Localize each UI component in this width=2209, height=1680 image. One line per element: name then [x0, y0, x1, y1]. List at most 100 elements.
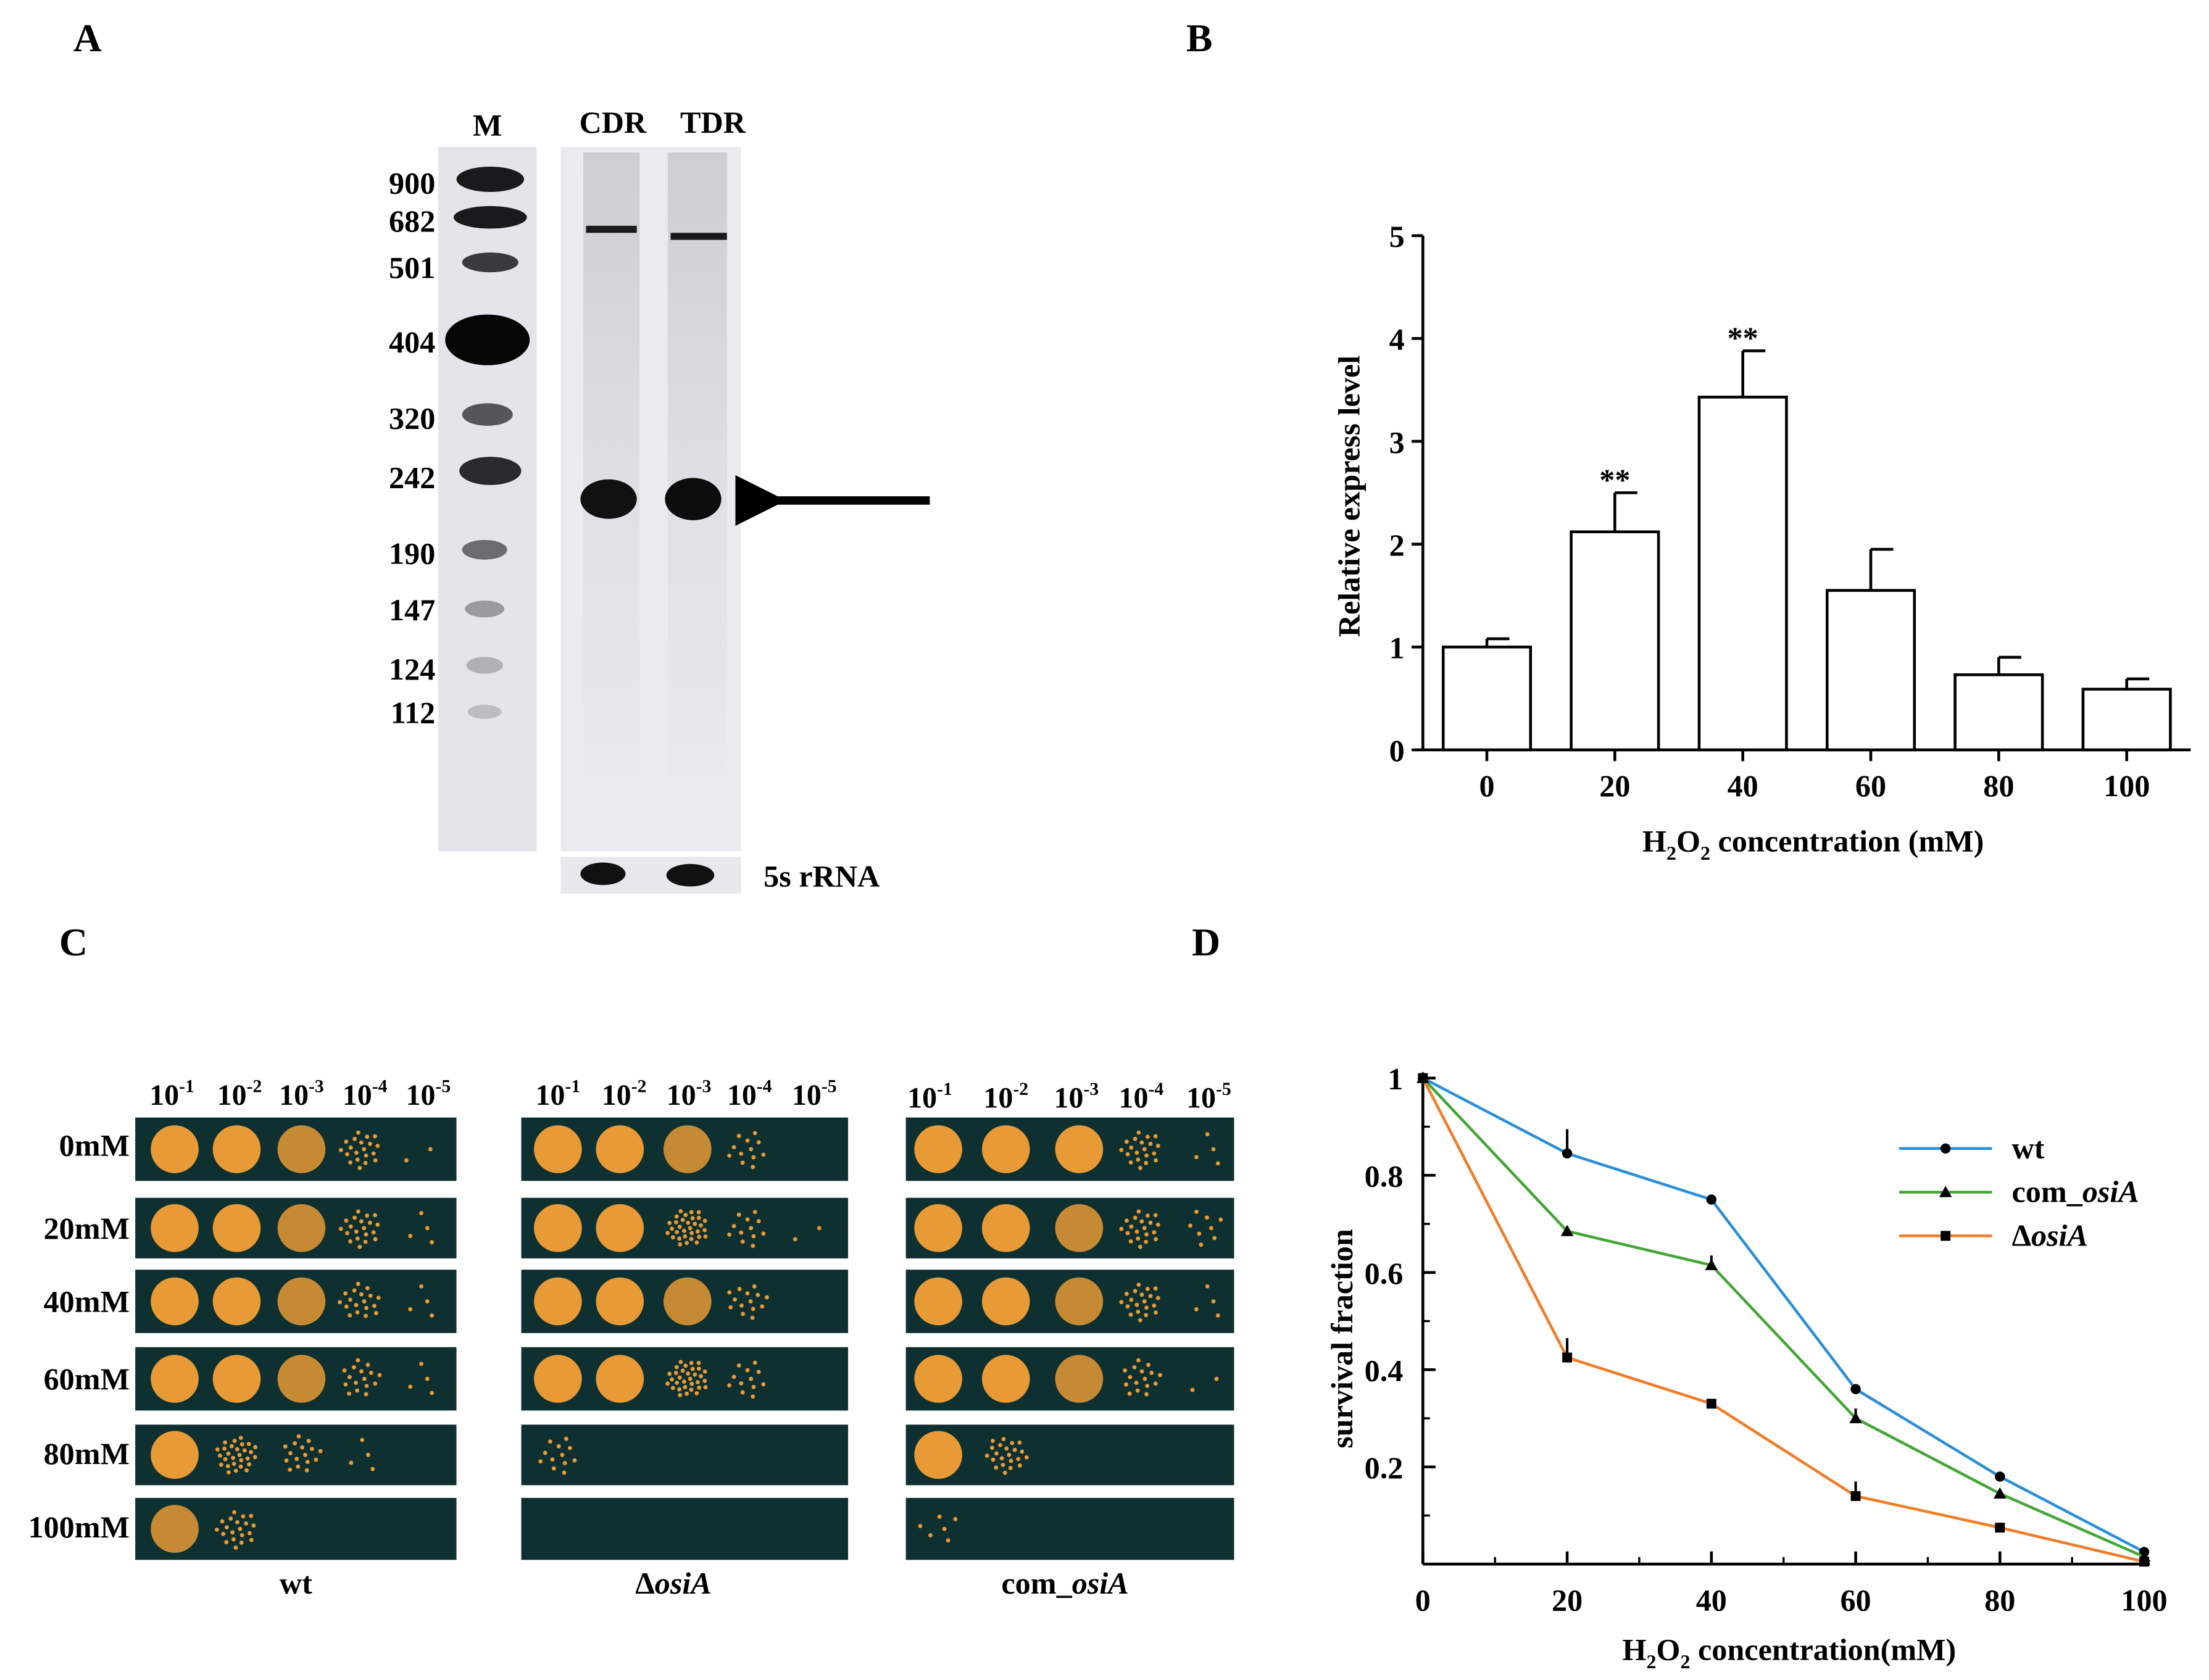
colony-spot [981, 1125, 1030, 1173]
colony [1205, 1215, 1209, 1220]
concentration-labels: 0mM 20mM 40mM 60mM 80mM 100mM [28, 1128, 130, 1544]
y-tick-label: 1 [1387, 1062, 1403, 1096]
colony [231, 1462, 236, 1466]
colony [918, 1524, 923, 1528]
colony [233, 1468, 238, 1473]
colony [670, 1377, 675, 1382]
colony [1148, 1220, 1153, 1225]
colony [1119, 1147, 1124, 1152]
colony [1148, 1141, 1153, 1146]
colony [551, 1466, 556, 1471]
panel-a: A M CDR [73, 16, 930, 894]
loading-control-label: 5s rRNA [763, 859, 880, 893]
colony [251, 1523, 256, 1528]
colony [344, 1218, 349, 1223]
colony [745, 1217, 750, 1222]
colony [348, 1224, 353, 1229]
concentration-label: 40mM [44, 1284, 130, 1319]
colony [1205, 1284, 1210, 1289]
colony [239, 1458, 244, 1463]
colony [239, 1532, 244, 1537]
colony [338, 1147, 343, 1152]
colony [344, 1139, 349, 1144]
colony [736, 1212, 741, 1217]
colony [680, 1368, 685, 1373]
colony [249, 1537, 254, 1542]
colony [946, 1538, 951, 1543]
colony [239, 1442, 244, 1447]
colony [359, 1140, 364, 1145]
colony [674, 1365, 679, 1370]
colony [678, 1393, 683, 1397]
colony [547, 1439, 552, 1444]
colony [728, 1305, 733, 1310]
colony [752, 1210, 757, 1215]
chart-d-xlabel: H2O2 concentration(mM) [1622, 1632, 1956, 1673]
colony [994, 1465, 999, 1470]
colony [362, 1376, 367, 1381]
colony [694, 1240, 699, 1245]
concentration-label: 60mM [44, 1362, 130, 1396]
colony [364, 1305, 368, 1310]
colony [1155, 1144, 1160, 1148]
colony [1153, 1381, 1158, 1386]
colony [345, 1152, 349, 1157]
colony [1154, 1310, 1159, 1315]
colony [665, 1381, 670, 1386]
colony-spot [914, 1277, 962, 1326]
colony [223, 1457, 228, 1462]
colony [953, 1516, 958, 1521]
colony [1136, 1157, 1141, 1162]
colony [359, 1369, 364, 1374]
dilution-headers-com: 10-1 10-2 10-3 10-4 10-5 [907, 1079, 1231, 1115]
colony [1142, 1226, 1147, 1231]
colony [727, 1232, 732, 1237]
colony [352, 1365, 356, 1370]
colony [1218, 1217, 1223, 1222]
colony [817, 1226, 822, 1231]
colony [220, 1519, 225, 1524]
concentration-label: 0mM [59, 1128, 130, 1162]
colony [1154, 1237, 1159, 1242]
colony [1155, 1295, 1160, 1300]
colony [689, 1210, 694, 1215]
colony [1134, 1302, 1139, 1307]
colony [305, 1460, 310, 1465]
colony [1144, 1239, 1149, 1244]
colony-spot [534, 1204, 582, 1252]
colony [678, 1209, 683, 1213]
colony [1145, 1213, 1150, 1218]
colony [739, 1230, 744, 1235]
colony [1123, 1368, 1128, 1373]
strain-label-wt: wt [280, 1566, 312, 1600]
colony-spot [596, 1125, 644, 1173]
colony [375, 1222, 380, 1227]
colony-spot [277, 1277, 326, 1326]
colony [1209, 1226, 1213, 1231]
colony [683, 1234, 688, 1239]
colony-spot [151, 1204, 199, 1252]
colony [338, 1300, 343, 1305]
colony-spot [277, 1125, 326, 1173]
bar [1441, 646, 1533, 752]
colony [756, 1370, 761, 1374]
colony [215, 1447, 220, 1452]
colony [1145, 1286, 1150, 1291]
dilution-label: 10-5 [792, 1077, 837, 1112]
colony [686, 1371, 691, 1376]
colony-spot [534, 1277, 582, 1326]
colony [675, 1381, 680, 1385]
colony [697, 1234, 702, 1239]
colony [678, 1242, 683, 1247]
colony-spot [596, 1204, 644, 1252]
significance-mark: ** [1599, 462, 1630, 497]
data-point-square [1850, 1491, 1861, 1501]
x-tick-label: 60 [1855, 768, 1886, 803]
colony [1136, 1358, 1141, 1363]
colony [702, 1378, 707, 1383]
colony [1008, 1466, 1013, 1470]
marker-size-label: 900 [389, 165, 435, 200]
colony [293, 1441, 297, 1446]
colony [1125, 1304, 1130, 1309]
colony [1214, 1376, 1219, 1381]
